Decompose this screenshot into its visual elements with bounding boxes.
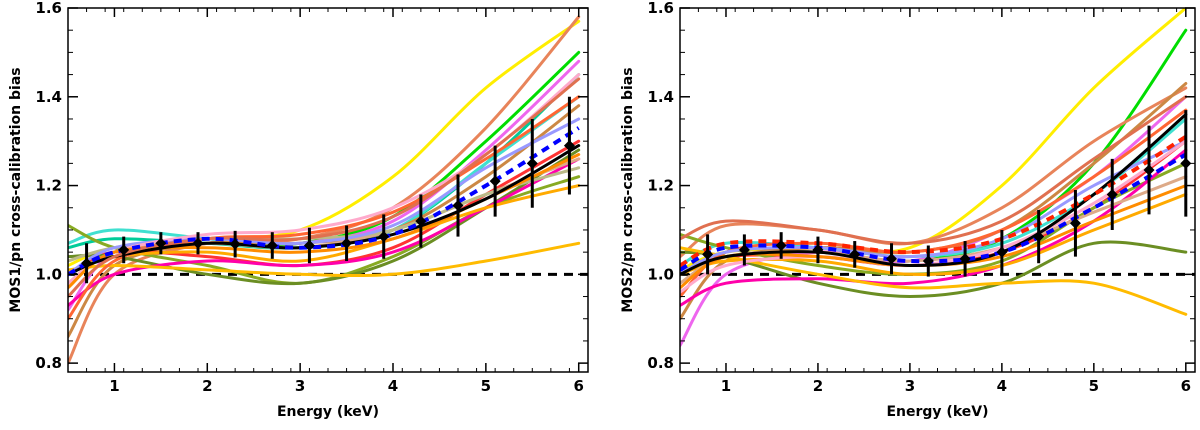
mos2-data-point: [996, 246, 1008, 258]
mos2-y-tick-label: 0.8: [647, 354, 674, 372]
mos2-y-tick-label: 1.4: [647, 88, 674, 106]
mos1-y-axis-label: MOS1/pn cross-calibration bias: [8, 67, 24, 312]
mos1-data-point: [81, 257, 93, 269]
mos1-plot-content: [68, 15, 588, 365]
mos2-series-line-19: [680, 135, 1187, 268]
mos2-series-line-0: [680, 8, 1188, 272]
mos1-data-point: [155, 237, 167, 249]
mos2-y-tick-label: 1.2: [647, 177, 674, 195]
mos2-x-tick-label: 5: [1089, 377, 1099, 395]
mos2-data-point: [1106, 188, 1118, 200]
mos2-data-point: [775, 239, 787, 251]
mos2-x-tick-label: 6: [1181, 377, 1191, 395]
mos1-data-point: [452, 200, 464, 212]
mos2-series-line-9: [680, 148, 1188, 307]
mos2-series-line-20: [680, 152, 1187, 272]
mos2-series-line-2: [680, 86, 1188, 259]
mos2-data-point: [959, 253, 971, 265]
mos2-data-point: [849, 248, 861, 260]
mos2-series-line-14: [680, 139, 1188, 276]
mos2-x-tick-label: 1: [721, 377, 731, 395]
mos1-data-point: [192, 237, 204, 249]
mos2-data-point: [1033, 231, 1045, 243]
mos2-data-point: [702, 248, 714, 260]
mos1-x-tick-label: 4: [388, 377, 398, 395]
mos2-data-point: [922, 255, 934, 267]
mos1-y-tick-label: 1.2: [35, 177, 62, 195]
mos1-data-point: [303, 239, 315, 251]
mos2-data-point: [886, 253, 898, 265]
mos2-x-tick-label: 2: [813, 377, 823, 395]
mos2-axis-ticks: 1 2 3 4 5 6 0.8 1.0 1.2 1.4 1.6: [647, 0, 1195, 395]
mos2-x-tick-label: 4: [997, 377, 1007, 395]
mos1-data-point: [563, 140, 575, 152]
mos1-panel: 1 2 3 4 5 6 0.8 1.0 1.2 1.4 1.6 Energy (keV) MOS1/…: [8, 0, 589, 420]
mos2-x-tick-label: 3: [905, 377, 915, 395]
mos1-data-point: [489, 175, 501, 187]
mos2-y-tick-label: 1.6: [647, 0, 674, 17]
mos2-plot-content: [680, 8, 1195, 347]
mos1-x-tick-label: 6: [573, 377, 583, 395]
mos1-data-point: [229, 238, 241, 250]
mos2-series-line-11: [680, 192, 1188, 276]
mos2-x-axis-label: Energy (keV): [886, 404, 988, 420]
mos1-data-point: [266, 239, 278, 251]
mos1-data-point: [341, 237, 353, 249]
mos2-data-point: [1069, 217, 1081, 229]
mos1-data-point: [526, 157, 538, 169]
mos1-x-axis-label: Energy (keV): [277, 404, 379, 420]
mos1-y-tick-label: 1.0: [35, 265, 62, 283]
mos1-data-point: [415, 215, 427, 227]
mos2-series-line-18: [680, 95, 1188, 245]
mos2-data-point: [1180, 157, 1192, 169]
mos2-y-axis-label: MOS2/pn cross-calibration bias: [620, 67, 636, 312]
mos1-plot-frame: [67, 7, 589, 373]
mos1-y-tick-label: 1.4: [35, 88, 62, 106]
mos1-y-tick-label: 0.8: [35, 354, 62, 372]
mos2-panel: 1 2 3 4 5 6 0.8 1.0 1.2 1.4 1.6 Energy (keV) MOS2/…: [620, 0, 1196, 420]
mos1-series-line-11: [68, 241, 581, 278]
mos1-axis-ticks: 1 2 3 4 5 6 0.8 1.0 1.2 1.4 1.6: [35, 0, 588, 395]
mos1-x-tick-label: 5: [481, 377, 491, 395]
mos1-series-line-15: [68, 95, 581, 321]
mos2-data-point: [738, 244, 750, 256]
mos2-y-tick-label: 1.0: [647, 265, 674, 283]
mos1-x-tick-label: 1: [109, 377, 119, 395]
mos1-y-tick-label: 1.6: [35, 0, 62, 17]
mos1-x-tick-label: 2: [202, 377, 212, 395]
mos2-data-point: [1143, 164, 1155, 176]
mos2-series-line-13: [680, 108, 1188, 298]
mos1-data-point: [118, 244, 130, 256]
mos1-data-point: [378, 231, 390, 243]
mos2-series-line-10: [680, 246, 1188, 316]
mos1-x-tick-label: 3: [295, 377, 305, 395]
mos2-data-point: [812, 244, 824, 256]
